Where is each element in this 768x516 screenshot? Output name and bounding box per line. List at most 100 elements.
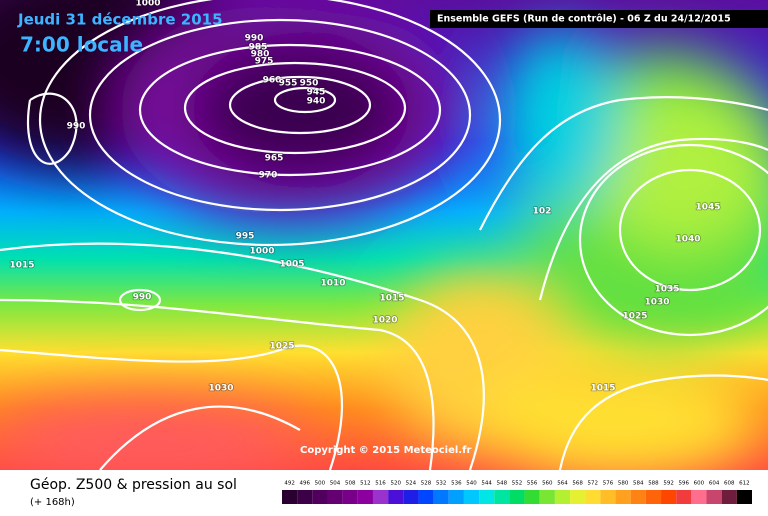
legend-swatch: [554, 490, 571, 504]
legend-label: 524: [406, 481, 417, 487]
legend-label: 592: [663, 481, 674, 487]
isobar-label: 955: [279, 79, 298, 89]
legend-label: 572: [588, 481, 599, 487]
legend-label: 520: [390, 481, 401, 487]
legend-label: 580: [618, 481, 629, 487]
legend-label: 500: [315, 481, 326, 487]
legend-label: 584: [633, 481, 644, 487]
isobar-label: 1000: [249, 247, 274, 257]
legend-label: 548: [497, 481, 508, 487]
isobar-label: 1015: [590, 384, 615, 394]
legend-label: 496: [299, 481, 310, 487]
isobar-label: 980: [251, 50, 270, 60]
isobar-label: 990: [67, 122, 86, 132]
legend-swatch: [585, 490, 601, 504]
legend-label: 512: [360, 481, 371, 487]
legend-swatch: [494, 490, 510, 504]
isobar-label: 950: [300, 79, 319, 89]
field: [0, 0, 768, 470]
legend-swatch: [676, 490, 692, 504]
legend-label: 508: [345, 481, 356, 487]
legend-swatch: [630, 490, 646, 504]
legend-label: 588: [648, 481, 659, 487]
legend-swatch: [600, 490, 616, 504]
isobar-label: 1020: [372, 316, 397, 326]
legend-swatch: [721, 490, 737, 504]
isobar-label: 1035: [654, 285, 679, 295]
legend-swatch: [570, 490, 586, 504]
isobar-label: 995: [236, 232, 255, 242]
isobar-label: 970: [259, 171, 278, 181]
legend-label: 556: [527, 481, 538, 487]
isobars: [0, 0, 768, 470]
isobar-label: 1040: [675, 235, 700, 245]
isobar-label: 965: [265, 154, 284, 164]
footer-lead: (+ 168h): [30, 497, 75, 508]
legend-swatch: [312, 490, 328, 504]
legend-label: 576: [603, 481, 614, 487]
legend-label: 516: [375, 481, 386, 487]
isobar-label: 1010: [320, 279, 345, 289]
legend-label: 528: [421, 481, 432, 487]
legend-swatch: [706, 490, 722, 504]
legend-swatch: [645, 490, 662, 504]
isobar-label: 945: [307, 88, 326, 98]
legend-swatch: [736, 490, 752, 504]
legend-swatch: [327, 490, 343, 504]
isobar-label: 1000: [135, 0, 160, 9]
legend-label: 492: [284, 481, 295, 487]
time: 7:00 locale: [20, 33, 143, 57]
isobar-label: 1025: [269, 342, 294, 352]
model: Ensemble GEFS (Run de contrôle) - 06 Z d…: [437, 14, 731, 25]
legend-swatch: [418, 490, 434, 504]
copyright: Copyright © 2015 Meteociel.fr: [300, 445, 471, 456]
isobar-label: 1015: [379, 294, 404, 304]
isobar-label: 1030: [208, 384, 233, 394]
legend-swatch: [691, 490, 707, 504]
legend-swatch: [509, 490, 525, 504]
legend-label: 608: [724, 481, 735, 487]
legend-label: 536: [451, 481, 462, 487]
legend-label: 596: [679, 481, 690, 487]
model-banner: [430, 10, 768, 28]
legend-swatch: [297, 490, 313, 504]
legend-swatch: [403, 490, 419, 504]
isobar-label: 975: [255, 57, 274, 67]
footer-title: Géop. Z500 & pression au sol: [30, 477, 237, 493]
isobar-label: 1025: [622, 312, 647, 322]
isobar-label: 990: [133, 293, 152, 303]
legend-label: 540: [466, 481, 477, 487]
legend-swatch: [388, 490, 404, 504]
legend-label: 544: [481, 481, 492, 487]
isobar-label: 960: [263, 76, 282, 86]
legend-swatch: [463, 490, 480, 504]
isobar-label: 1005: [279, 260, 304, 270]
isobar-label: 1045: [695, 203, 720, 213]
legend-swatch: [539, 490, 555, 504]
legend-swatch: [342, 490, 358, 504]
isobar-label: 940: [307, 97, 326, 107]
isobar-label: 990: [245, 34, 264, 44]
legend-label: 564: [557, 481, 568, 487]
legend-swatch: [479, 490, 495, 504]
legend-swatch: [448, 490, 464, 504]
legend-swatch: [282, 490, 298, 504]
legend-label: 612: [739, 481, 750, 487]
legend-swatch: [357, 490, 373, 504]
legend-swatch: [433, 490, 449, 504]
legend-label: 504: [330, 481, 341, 487]
legend-label: 532: [436, 481, 447, 487]
legend-label: 568: [572, 481, 583, 487]
isobar-label: 102: [533, 207, 552, 217]
legend-swatch: [661, 490, 677, 504]
isobar-label: 985: [249, 43, 268, 53]
legend-label: 600: [694, 481, 705, 487]
isobar-label: 1015: [9, 261, 34, 271]
legend-label: 604: [709, 481, 720, 487]
isobar-label: 1030: [644, 298, 669, 308]
legend-label: 552: [512, 481, 523, 487]
date: Jeudi 31 décembre 2015: [17, 11, 223, 29]
legend-label: 560: [542, 481, 553, 487]
